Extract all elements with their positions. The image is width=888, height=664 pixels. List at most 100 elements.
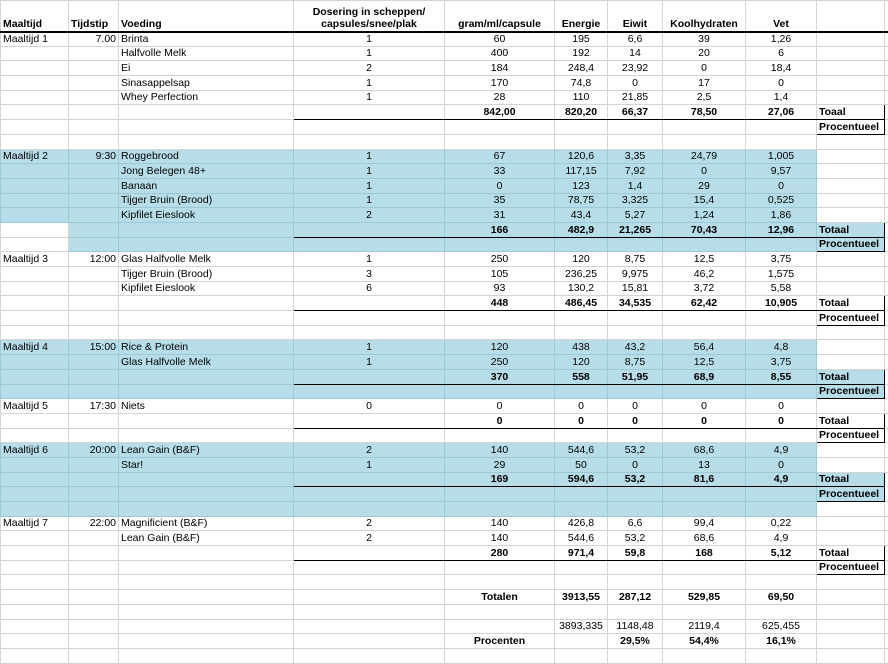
cell-maaltijd[interactable] bbox=[1, 164, 69, 179]
cell-voeding[interactable] bbox=[119, 472, 294, 487]
cell-tijdstip[interactable] bbox=[69, 281, 119, 296]
cell-koolhydraten[interactable]: 68,6 bbox=[663, 443, 746, 458]
cell-voeding[interactable]: Whey Perfection bbox=[119, 90, 294, 105]
cell-label[interactable] bbox=[817, 281, 885, 296]
cell-energie[interactable] bbox=[555, 560, 608, 575]
cell-vet[interactable]: 0 bbox=[746, 399, 817, 414]
cell-dosering[interactable]: 1 bbox=[294, 193, 445, 208]
cell-dosering[interactable] bbox=[294, 311, 445, 326]
cell-eiwit[interactable] bbox=[608, 311, 663, 326]
cell-koolhydraten[interactable]: 529,85 bbox=[663, 590, 746, 605]
cell-edge[interactable] bbox=[885, 325, 888, 340]
cell-maaltijd[interactable]: Maaltijd 4 bbox=[1, 340, 69, 355]
cell-gram[interactable]: Procenten bbox=[445, 634, 555, 649]
cell-tijdstip[interactable] bbox=[69, 237, 119, 252]
cell-eiwit[interactable]: 53,2 bbox=[608, 443, 663, 458]
cell-voeding[interactable]: Kipfilet Eieslook bbox=[119, 281, 294, 296]
cell-energie[interactable] bbox=[555, 487, 608, 502]
cell-label[interactable]: Procentueel bbox=[817, 384, 885, 399]
cell-dosering[interactable]: 1 bbox=[294, 457, 445, 472]
cell-koolhydraten[interactable] bbox=[663, 120, 746, 135]
cell-label[interactable]: Procentueel bbox=[817, 237, 885, 252]
cell-edge[interactable] bbox=[885, 575, 888, 590]
cell-vet[interactable]: 0 bbox=[746, 413, 817, 428]
cell-eiwit[interactable]: 53,2 bbox=[608, 531, 663, 546]
cell-gram[interactable] bbox=[445, 311, 555, 326]
cell-voeding[interactable] bbox=[119, 648, 294, 663]
cell-edge[interactable] bbox=[885, 76, 888, 91]
cell-vet[interactable]: 3,75 bbox=[746, 252, 817, 267]
cell-voeding[interactable] bbox=[119, 237, 294, 252]
cell-eiwit[interactable]: 287,12 bbox=[608, 590, 663, 605]
cell-maaltijd[interactable] bbox=[1, 472, 69, 487]
col-header-voeding[interactable]: Voeding bbox=[119, 1, 294, 32]
cell-label[interactable] bbox=[817, 134, 885, 149]
cell-voeding[interactable] bbox=[119, 311, 294, 326]
cell-tijdstip[interactable] bbox=[69, 76, 119, 91]
cell-energie[interactable]: 110 bbox=[555, 90, 608, 105]
cell-voeding[interactable] bbox=[119, 296, 294, 311]
cell-eiwit[interactable]: 51,95 bbox=[608, 369, 663, 384]
cell-koolhydraten[interactable]: 3,72 bbox=[663, 281, 746, 296]
cell-edge[interactable] bbox=[885, 619, 888, 634]
cell-maaltijd[interactable] bbox=[1, 355, 69, 370]
cell-vet[interactable]: 6 bbox=[746, 46, 817, 61]
cell-energie[interactable]: 43,4 bbox=[555, 208, 608, 223]
cell-koolhydraten[interactable]: 46,2 bbox=[663, 267, 746, 282]
cell-label[interactable] bbox=[817, 399, 885, 414]
cell-label[interactable] bbox=[817, 575, 885, 590]
cell-energie[interactable] bbox=[555, 384, 608, 399]
cell-koolhydraten[interactable]: 70,43 bbox=[663, 222, 746, 237]
cell-voeding[interactable]: Banaan bbox=[119, 178, 294, 193]
cell-tijdstip[interactable] bbox=[69, 369, 119, 384]
cell-tijdstip[interactable] bbox=[69, 120, 119, 135]
cell-maaltijd[interactable] bbox=[1, 222, 69, 237]
cell-energie[interactable]: 3893,335 bbox=[555, 619, 608, 634]
cell-gram[interactable]: 280 bbox=[445, 546, 555, 561]
cell-dosering[interactable] bbox=[294, 134, 445, 149]
cell-gram[interactable] bbox=[445, 502, 555, 517]
cell-eiwit[interactable]: 59,8 bbox=[608, 546, 663, 561]
cell-energie[interactable]: 120 bbox=[555, 252, 608, 267]
cell-koolhydraten[interactable]: 54,4% bbox=[663, 634, 746, 649]
cell-label[interactable] bbox=[817, 590, 885, 605]
col-header-vet[interactable]: Vet bbox=[746, 1, 817, 32]
cell-energie[interactable] bbox=[555, 325, 608, 340]
cell-tijdstip[interactable] bbox=[69, 90, 119, 105]
cell-dosering[interactable] bbox=[294, 502, 445, 517]
cell-voeding[interactable] bbox=[119, 604, 294, 619]
cell-tijdstip[interactable] bbox=[69, 472, 119, 487]
cell-vet[interactable]: 3,75 bbox=[746, 355, 817, 370]
cell-label[interactable]: Procentueel bbox=[817, 487, 885, 502]
cell-eiwit[interactable]: 7,92 bbox=[608, 164, 663, 179]
col-header-eiwit[interactable]: Eiwit bbox=[608, 1, 663, 32]
cell-gram[interactable] bbox=[445, 428, 555, 443]
cell-vet[interactable] bbox=[746, 134, 817, 149]
cell-voeding[interactable] bbox=[119, 120, 294, 135]
cell-tijdstip[interactable] bbox=[69, 457, 119, 472]
cell-eiwit[interactable]: 9,975 bbox=[608, 267, 663, 282]
cell-edge[interactable] bbox=[885, 120, 888, 135]
cell-edge[interactable] bbox=[885, 90, 888, 105]
cell-maaltijd[interactable]: Maaltijd 3 bbox=[1, 252, 69, 267]
cell-vet[interactable]: 16,1% bbox=[746, 634, 817, 649]
cell-maaltijd[interactable] bbox=[1, 237, 69, 252]
cell-vet[interactable] bbox=[746, 428, 817, 443]
cell-label[interactable] bbox=[817, 443, 885, 458]
cell-energie[interactable]: 50 bbox=[555, 457, 608, 472]
cell-label[interactable] bbox=[817, 648, 885, 663]
cell-vet[interactable] bbox=[746, 120, 817, 135]
col-header-energie[interactable]: Energie bbox=[555, 1, 608, 32]
cell-gram[interactable] bbox=[445, 619, 555, 634]
cell-koolhydraten[interactable] bbox=[663, 311, 746, 326]
cell-edge[interactable] bbox=[885, 487, 888, 502]
cell-gram[interactable] bbox=[445, 134, 555, 149]
cell-maaltijd[interactable] bbox=[1, 311, 69, 326]
cell-vet[interactable]: 8,55 bbox=[746, 369, 817, 384]
cell-energie[interactable]: 195 bbox=[555, 32, 608, 47]
cell-vet[interactable]: 1,4 bbox=[746, 90, 817, 105]
cell-eiwit[interactable]: 14 bbox=[608, 46, 663, 61]
cell-voeding[interactable] bbox=[119, 634, 294, 649]
cell-edge[interactable] bbox=[885, 32, 888, 47]
cell-eiwit[interactable]: 15,81 bbox=[608, 281, 663, 296]
